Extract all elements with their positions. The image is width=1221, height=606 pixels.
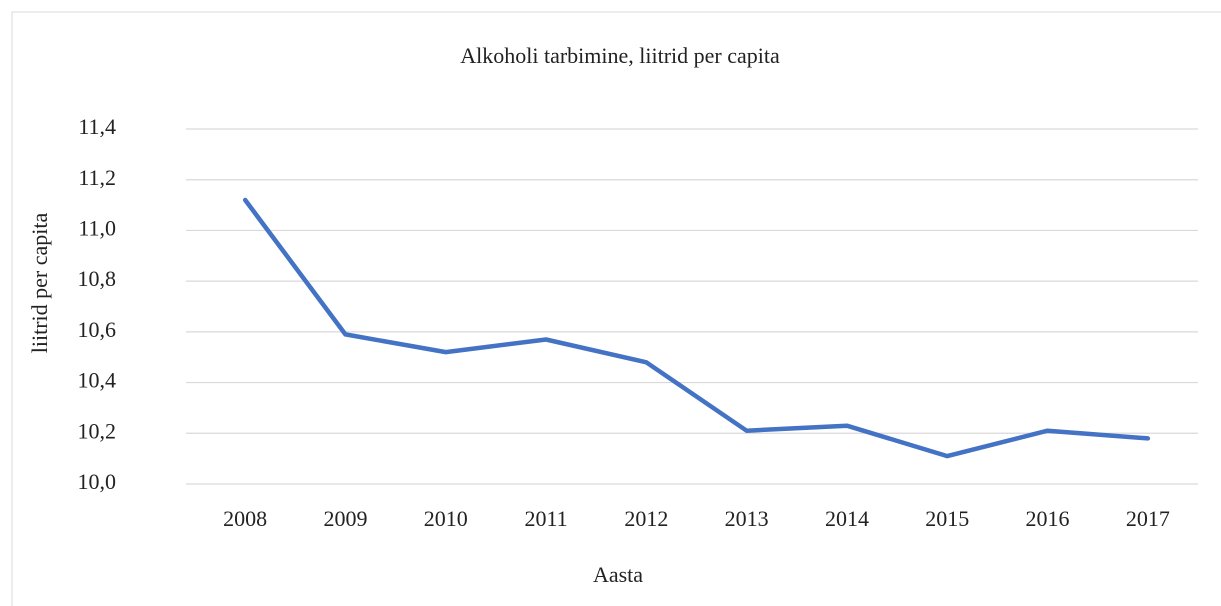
x-tick-label: 2016	[1026, 506, 1070, 531]
y-tick-label: 11,2	[78, 165, 116, 190]
x-tick-label: 2011	[524, 506, 567, 531]
x-tick-label: 2012	[624, 506, 668, 531]
y-tick-label: 10,0	[78, 469, 117, 494]
y-tick-label: 10,8	[78, 266, 117, 291]
y-tick-label: 11,0	[78, 215, 116, 240]
chart-frame	[11, 11, 1221, 606]
x-axis-label: Aasta	[593, 562, 643, 587]
y-tick-label: 10,4	[78, 368, 117, 393]
y-axis-label: liitrid per capita	[27, 213, 52, 354]
x-tick-label: 2008	[223, 506, 267, 531]
chart-title: Alkoholi tarbimine, liitrid per capita	[460, 43, 780, 68]
x-tick-label: 2017	[1126, 506, 1170, 531]
y-tick-label: 11,4	[78, 114, 116, 139]
x-tick-label: 2014	[825, 506, 869, 531]
x-tick-label: 2013	[725, 506, 769, 531]
x-tick-label: 2015	[925, 506, 969, 531]
x-tick-label: 2010	[424, 506, 468, 531]
x-tick-label: 2009	[323, 506, 367, 531]
y-tick-label: 10,6	[78, 317, 117, 342]
y-tick-label: 10,2	[78, 418, 117, 443]
data-line	[242, 197, 1151, 459]
